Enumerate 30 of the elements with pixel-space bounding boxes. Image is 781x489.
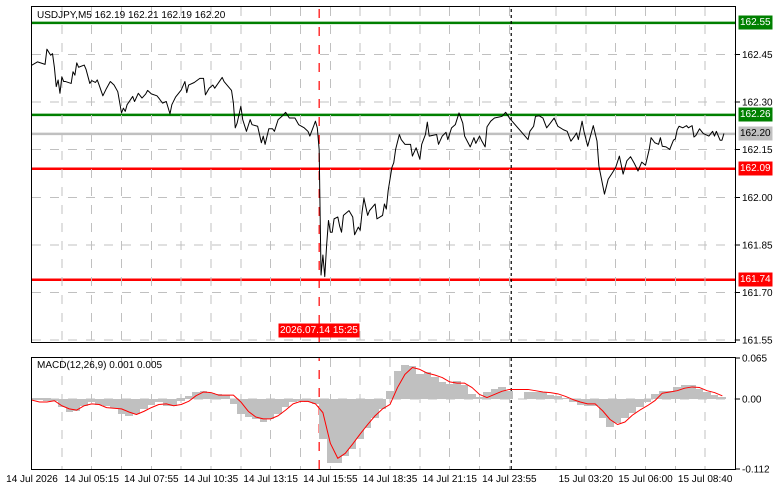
x-tick-label: 14 Jul 07:55: [124, 474, 180, 485]
y-tick-label: 162.15: [742, 145, 774, 156]
y-tick-label: 162.30: [742, 98, 774, 109]
y-tick-label: 0.00: [742, 394, 762, 406]
x-tick-label: 15 Jul 06:00: [618, 474, 674, 485]
x-tick-label: 14 Jul 13:15: [243, 474, 298, 485]
chart-title: USDJPY,M5 162.19 162.21 162.19 162.20: [37, 10, 226, 21]
y-tick-label: -0.112: [742, 464, 770, 476]
y-tick-label: 161.70: [742, 288, 774, 299]
x-tick-label: 14 Jul 2026: [6, 474, 58, 485]
x-tick-label: 15 Jul 03:20: [558, 474, 614, 485]
x-tick-label: 14 Jul 18:35: [362, 474, 418, 485]
ref-line-label: 162.09: [740, 163, 772, 174]
y-tick-label: 161.85: [742, 240, 774, 252]
x-tick-label: 14 Jul 10:35: [184, 474, 239, 485]
ref-line-label: 162.20: [740, 128, 772, 139]
y-tick-label: 162.00: [742, 192, 774, 204]
ref-line-label: 161.74: [740, 274, 772, 285]
x-tick-label: 15 Jul 08:40: [678, 474, 733, 485]
y-tick-label: 0.065: [742, 354, 768, 365]
x-tick-label: 14 Jul 15:55: [303, 474, 358, 485]
ref-line-label: 2026.07.14 15:25: [280, 325, 358, 336]
x-tick-label: 14 Jul 05:15: [64, 474, 120, 485]
x-tick-label: 14 Jul 23:55: [482, 474, 538, 485]
ref-line-label: 162.55: [740, 17, 772, 28]
ref-line-label: 162.26: [740, 109, 772, 120]
x-tick-label: 14 Jul 21:15: [422, 474, 478, 485]
y-tick-label: 161.55: [742, 336, 774, 347]
chart-title: MACD(12,26,9) 0.001 0.005: [37, 360, 163, 371]
y-tick-label: 162.45: [742, 50, 774, 62]
